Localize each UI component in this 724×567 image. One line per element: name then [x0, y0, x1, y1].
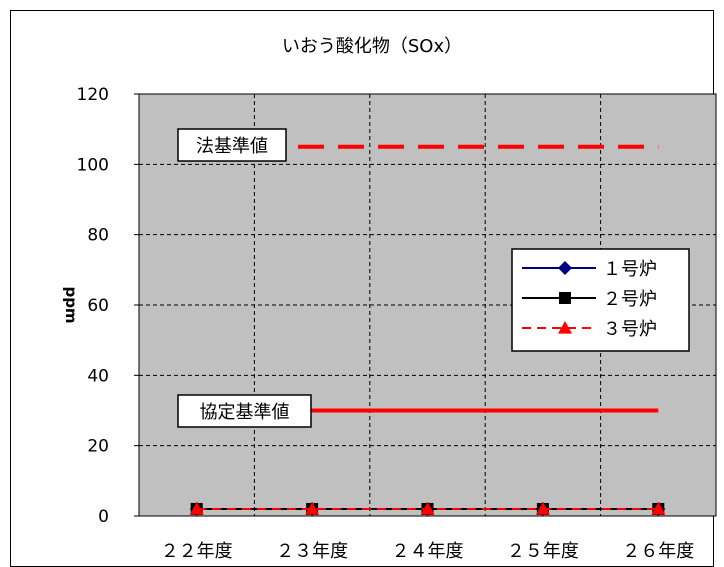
x-axis-tick-labels: ２２年度 ２３年度 ２４年度 ２５年度 ２６年度 — [161, 541, 695, 562]
reference-label: 協定基準値 — [200, 402, 290, 423]
y-tick-label: 80 — [87, 226, 109, 246]
legend-label: ３号炉 — [603, 319, 657, 340]
legend: １号炉 ２号炉 ３号炉 — [511, 248, 690, 352]
y-tick-label: 20 — [87, 437, 109, 457]
x-tick-label: ２４年度 — [392, 541, 464, 562]
y-axis-label: ppm — [62, 286, 80, 323]
legend-label: ２号炉 — [603, 289, 657, 310]
reference-label: 法基準値 — [196, 136, 268, 157]
legend-label: １号炉 — [603, 259, 657, 280]
series — [189, 501, 666, 516]
triangle-marker — [651, 501, 666, 515]
triangle-marker — [558, 321, 572, 334]
reference-label-box — [177, 128, 287, 162]
y-tick-label: 100 — [77, 155, 109, 175]
chart-title: いおう酸化物（SOx） — [282, 36, 462, 57]
series-3 — [189, 501, 666, 515]
square-marker — [559, 292, 571, 304]
triangle-marker — [189, 501, 204, 515]
y-tick-label: 60 — [87, 296, 109, 316]
diamond-marker — [558, 261, 572, 275]
y-tick-label: 40 — [87, 366, 109, 386]
legend-box — [511, 248, 690, 352]
y-tick-label: 120 — [77, 85, 109, 105]
y-axis-tick-labels: 0 20 40 60 80 100 120 — [77, 85, 139, 527]
x-tick-label: ２３年度 — [276, 541, 348, 562]
x-tick-label: ２６年度 — [622, 541, 694, 562]
x-tick-label: ２２年度 — [161, 541, 233, 562]
triangle-marker — [305, 501, 320, 515]
triangle-marker — [420, 501, 435, 515]
y-tick-label: 0 — [98, 507, 109, 527]
x-tick-label: ２５年度 — [507, 541, 579, 562]
triangle-marker — [535, 501, 550, 515]
reference-label-box — [177, 394, 312, 428]
